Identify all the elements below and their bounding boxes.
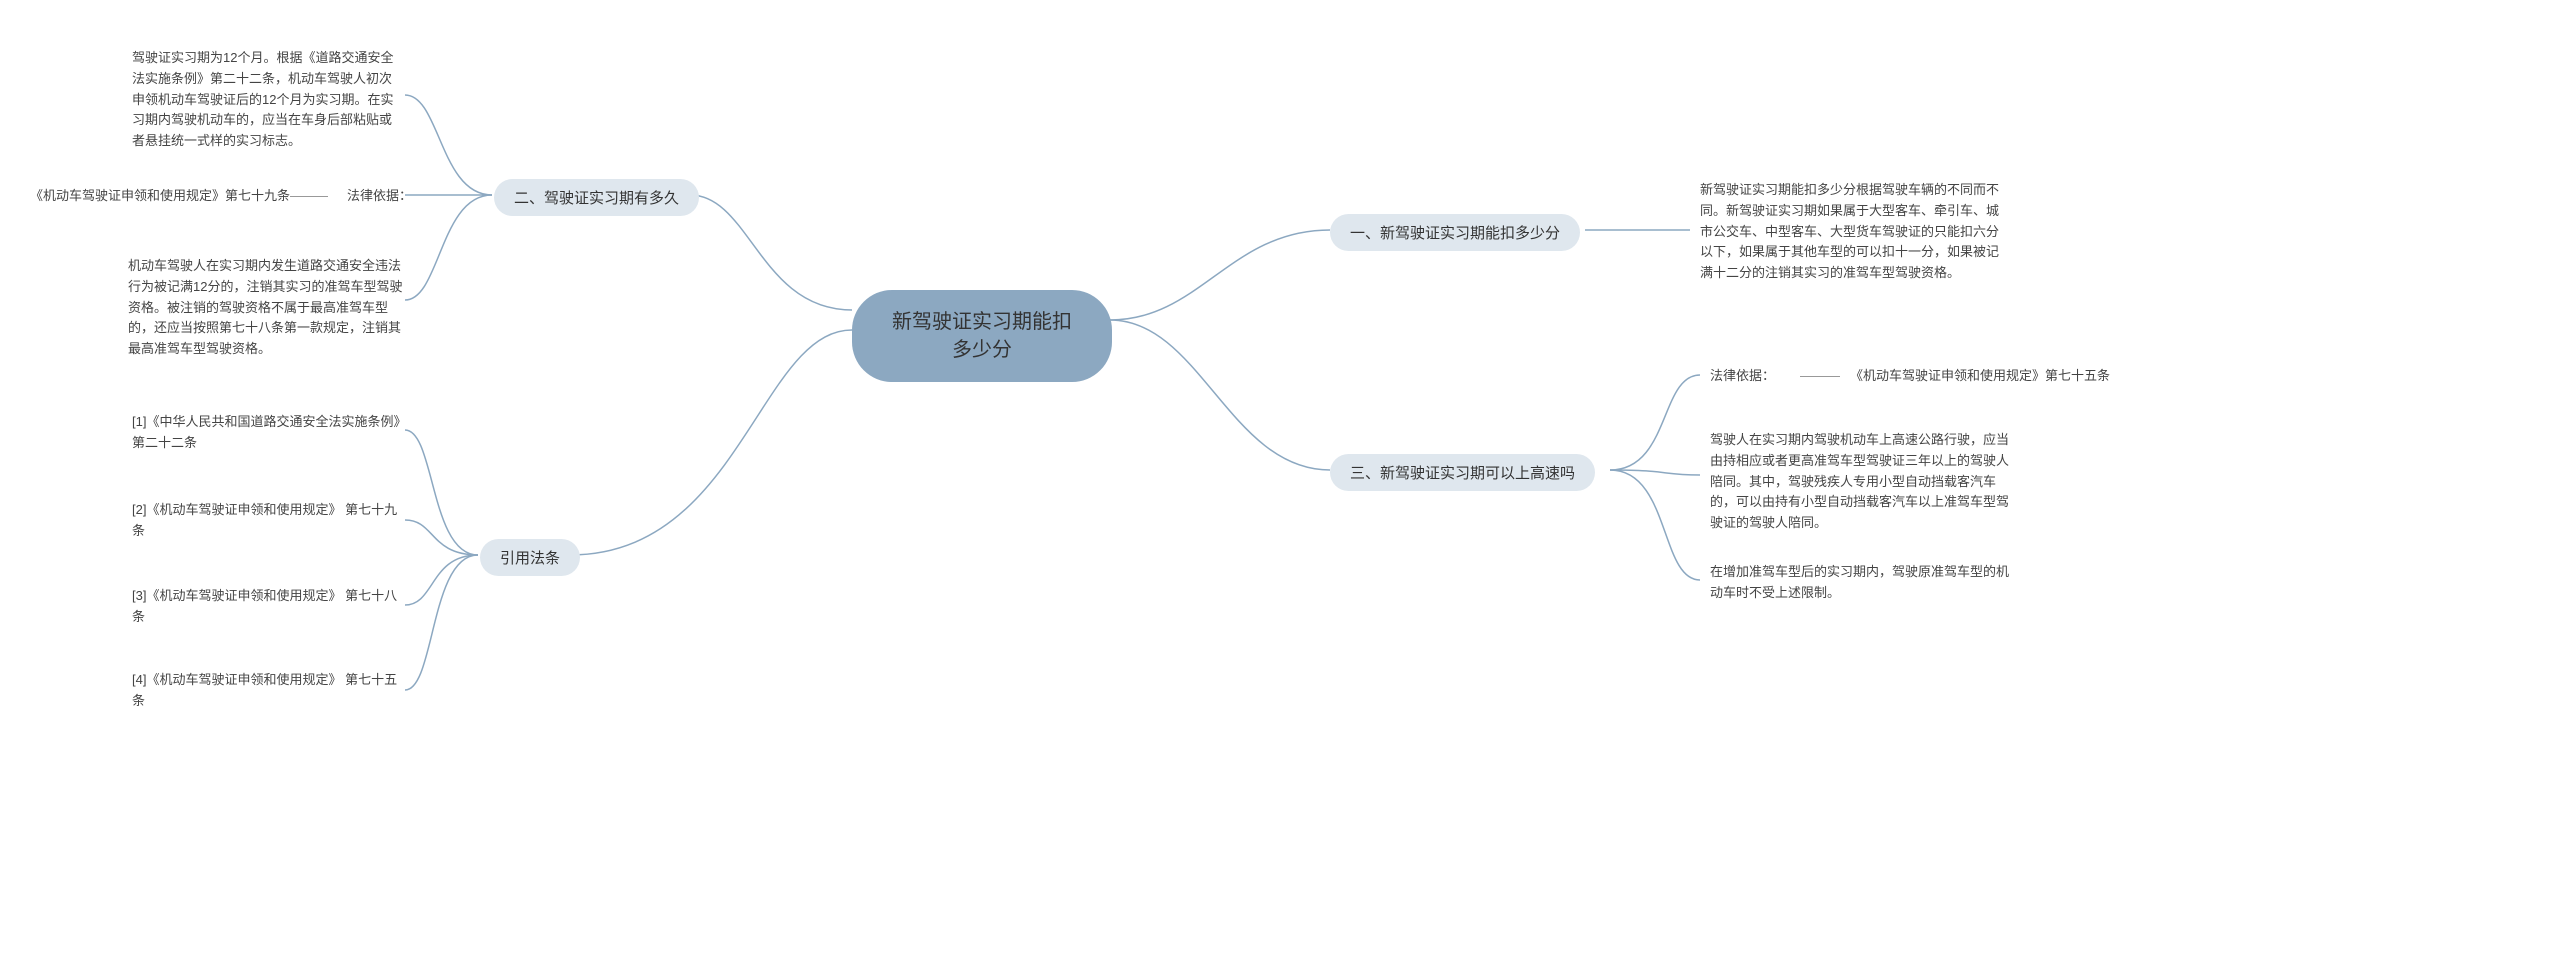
branch-4-leaf-2: [3]《机动车驾驶证申领和使用规定》 第七十八条	[132, 586, 407, 628]
branch-2-label: 二、驾驶证实习期有多久	[514, 187, 679, 208]
branch-3-leaf-0-link: 《机动车驾驶证申领和使用规定》第七十五条	[1850, 366, 2170, 387]
branch-4-label: 引用法条	[500, 547, 560, 568]
root-label: 新驾驶证实习期能扣多少分	[888, 308, 1076, 364]
branch-4-node[interactable]: 引用法条	[480, 539, 580, 576]
branch-3-leaf-2: 在增加准驾车型后的实习期内，驾驶原准驾车型的机动车时不受上述限制。	[1710, 562, 2010, 604]
mindmap-canvas: 新驾驶证实习期能扣多少分 一、新驾驶证实习期能扣多少分 新驾驶证实习期能扣多少分…	[0, 0, 2560, 971]
branch-4-leaf-3: [4]《机动车驾驶证申领和使用规定》 第七十五条	[132, 670, 407, 712]
root-node[interactable]: 新驾驶证实习期能扣多少分	[852, 290, 1112, 382]
dash-connector-2	[290, 196, 328, 197]
dash-connector	[1800, 376, 1840, 377]
branch-4-leaf-1: [2]《机动车驾驶证申领和使用规定》 第七十九条	[132, 500, 407, 542]
branch-2-node[interactable]: 二、驾驶证实习期有多久	[494, 179, 699, 216]
branch-3-leaf-1: 驾驶人在实习期内驾驶机动车上高速公路行驶，应当由持相应或者更高准驾车型驾驶证三年…	[1710, 430, 2020, 534]
branch-4-leaf-0: [1]《中华人民共和国道路交通安全法实施条例》 第二十二条	[132, 412, 407, 454]
branch-1-label: 一、新驾驶证实习期能扣多少分	[1350, 222, 1560, 243]
branch-3-node[interactable]: 三、新驾驶证实习期可以上高速吗	[1330, 454, 1595, 491]
branch-2-leaf-1: 法律依据：	[332, 186, 412, 207]
branch-2-leaf-2: 机动车驾驶人在实习期内发生道路交通安全违法行为被记满12分的，注销其实习的准驾车…	[128, 256, 408, 360]
branch-1-node[interactable]: 一、新驾驶证实习期能扣多少分	[1330, 214, 1580, 251]
branch-1-leaf-0: 新驾驶证实习期能扣多少分根据驾驶车辆的不同而不同。新驾驶证实习期如果属于大型客车…	[1700, 180, 2010, 284]
branch-2-leaf-1-link: 《机动车驾驶证申领和使用规定》第七十九条	[10, 186, 290, 207]
branch-3-leaf-0: 法律依据：	[1710, 366, 1800, 387]
branch-2-leaf-0: 驾驶证实习期为12个月。根据《道路交通安全法实施条例》第二十二条，机动车驾驶人初…	[132, 48, 402, 152]
branch-3-label: 三、新驾驶证实习期可以上高速吗	[1350, 462, 1575, 483]
